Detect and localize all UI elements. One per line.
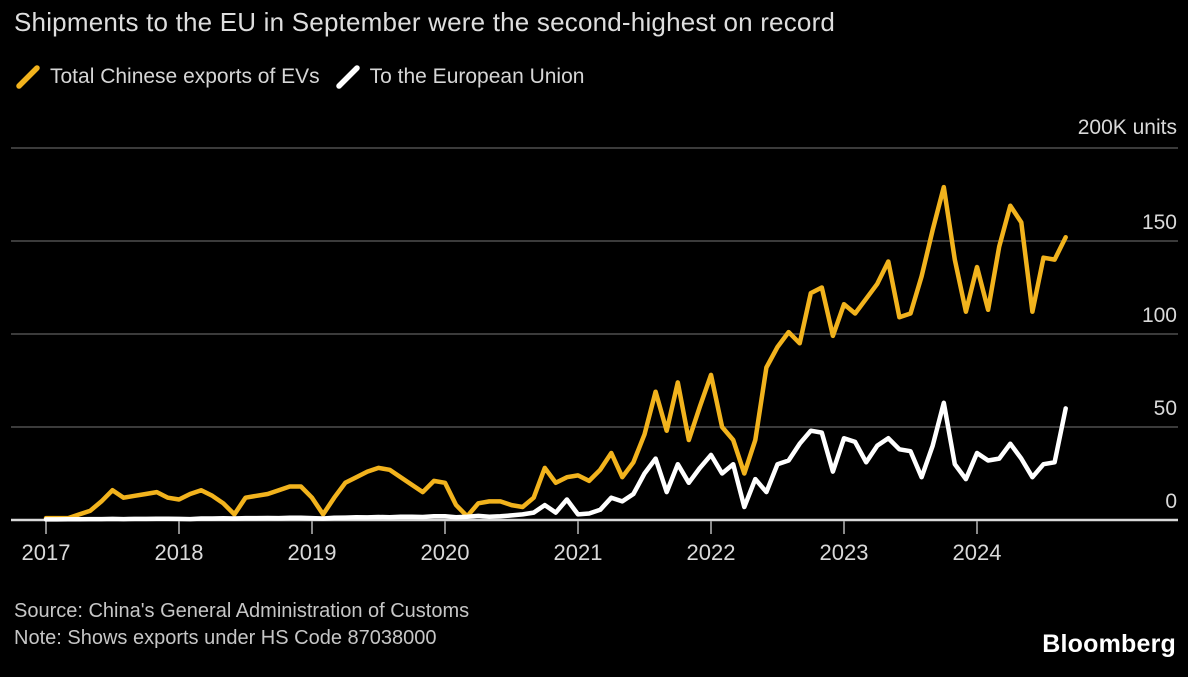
legend-item-total: Total Chinese exports of EVs (14, 63, 320, 91)
x-axis-label-2020: 2020 (420, 540, 470, 565)
series-line-to-eu (43, 400, 1068, 522)
series-line-total-exports (43, 184, 1068, 521)
bloomberg-logo: Bloomberg (1042, 630, 1176, 658)
slash-icon (335, 65, 360, 89)
x-axis-label-2022: 2022 (686, 540, 736, 565)
x-axis-label-2021: 2021 (553, 540, 603, 565)
chart-title: Shipments to the EU in September were th… (14, 7, 836, 37)
legend: Total Chinese exports of EVs To the Euro… (14, 63, 584, 91)
x-axis-label-2018: 2018 (154, 540, 204, 565)
footer: Source: China's General Administration o… (14, 598, 469, 652)
x-axis-label-2024: 2024 (952, 540, 1002, 565)
legend-label-eu: To the European Union (369, 65, 585, 88)
legend-label-total: Total Chinese exports of EVs (50, 65, 320, 88)
source-line: Source: China's General Administration o… (14, 600, 470, 622)
y-axis-label-50: 50 (1153, 397, 1177, 420)
x-axis-label-2017: 2017 (21, 540, 71, 565)
y-axis-label-0: 0 (1165, 490, 1177, 513)
legend-item-eu: To the European Union (334, 63, 585, 91)
slash-icon (16, 65, 40, 89)
x-axis-label-2023: 2023 (819, 540, 869, 565)
y-axis-label-150: 150 (1141, 211, 1177, 234)
y-axis-unit-label: 200K units (1077, 116, 1177, 139)
y-axis-label-100: 100 (1141, 304, 1177, 327)
note-line: Note: Shows exports under HS Code 870380… (14, 627, 437, 649)
x-axis-label-2019: 2019 (287, 540, 337, 565)
